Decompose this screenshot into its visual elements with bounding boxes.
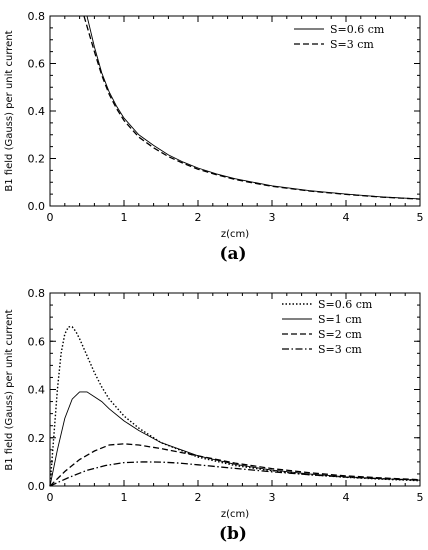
chart-b-xtick-label: 1 bbox=[121, 491, 128, 504]
chart-a-ticks: 0 1 2 3 4 5 0.0 0.2 0.4 0.6 0.8 bbox=[28, 10, 424, 224]
chart-a-ytick-label: 0.0 bbox=[28, 200, 46, 213]
chart-a-ylabel: B1 field (Gauss) per unit current bbox=[4, 30, 15, 191]
chart-b-xtick-label: 3 bbox=[269, 491, 276, 504]
chart-b-series-3-line bbox=[49, 443, 421, 487]
chart-a-caption: (a) bbox=[219, 244, 246, 264]
chart-a-ytick-label: 0.6 bbox=[28, 58, 46, 71]
chart-a-legend: S=0.6 cm S=3 cm bbox=[294, 23, 385, 51]
chart-b-ytick-label: 0.8 bbox=[28, 287, 46, 300]
chart-a: B1 field (Gauss) per unit current z(cm) … bbox=[4, 10, 424, 264]
chart-b-series-1-line bbox=[49, 326, 421, 487]
chart-b-legend-label-3: S=2 cm bbox=[318, 328, 362, 341]
chart-b-series-2-line bbox=[49, 391, 421, 487]
chart-b-xtick-label: 0 bbox=[47, 491, 54, 504]
chart-a-xtick-label: 4 bbox=[343, 211, 350, 224]
chart-b-xtick-label: 5 bbox=[417, 491, 424, 504]
chart-b-ytick-label: 0.0 bbox=[28, 480, 46, 493]
chart-b-xtick-label: 4 bbox=[343, 491, 350, 504]
chart-b-xlabel: z(cm) bbox=[221, 509, 249, 520]
chart-b: B1 field (Gauss) per unit current z(cm) … bbox=[4, 287, 424, 544]
chart-b-xtick-label: 2 bbox=[195, 491, 202, 504]
chart-b-legend: S=0.6 cm S=1 cm S=2 cm S=3 cm bbox=[282, 298, 373, 356]
chart-b-ylabel: B1 field (Gauss) per unit current bbox=[4, 309, 15, 470]
chart-b-ytick-label: 0.6 bbox=[28, 335, 46, 348]
chart-a-ytick-label: 0.4 bbox=[28, 105, 46, 118]
chart-b-ticks: 0 1 2 3 4 5 0.0 0.2 0.4 0.6 0.8 bbox=[28, 287, 424, 504]
chart-a-legend-label-2: S=3 cm bbox=[330, 38, 374, 51]
chart-a-ytick-label: 0.8 bbox=[28, 10, 46, 23]
chart-a-xlabel: z(cm) bbox=[221, 229, 249, 240]
chart-a-xtick-label: 5 bbox=[417, 211, 424, 224]
chart-b-plot-frame bbox=[49, 292, 421, 487]
chart-a-xtick-label: 2 bbox=[195, 211, 202, 224]
chart-b-ytick-label: 0.2 bbox=[28, 432, 46, 445]
chart-b-series bbox=[49, 326, 421, 487]
chart-b-caption: (b) bbox=[219, 524, 247, 544]
chart-a-xtick-label: 0 bbox=[47, 211, 54, 224]
chart-b-ytick-label: 0.4 bbox=[28, 384, 46, 397]
chart-a-xtick-label: 1 bbox=[121, 211, 128, 224]
chart-a-ytick-label: 0.2 bbox=[28, 153, 46, 166]
chart-b-legend-label-1: S=0.6 cm bbox=[318, 298, 373, 311]
chart-a-series-2-line bbox=[83, 15, 421, 200]
chart-b-legend-label-2: S=1 cm bbox=[318, 313, 362, 326]
chart-b-series-4-line bbox=[49, 461, 421, 487]
chart-a-series bbox=[83, 15, 421, 200]
chart-a-xtick-label: 3 bbox=[269, 211, 276, 224]
chart-a-legend-label-1: S=0.6 cm bbox=[330, 23, 385, 36]
chart-b-legend-label-4: S=3 cm bbox=[318, 343, 362, 356]
